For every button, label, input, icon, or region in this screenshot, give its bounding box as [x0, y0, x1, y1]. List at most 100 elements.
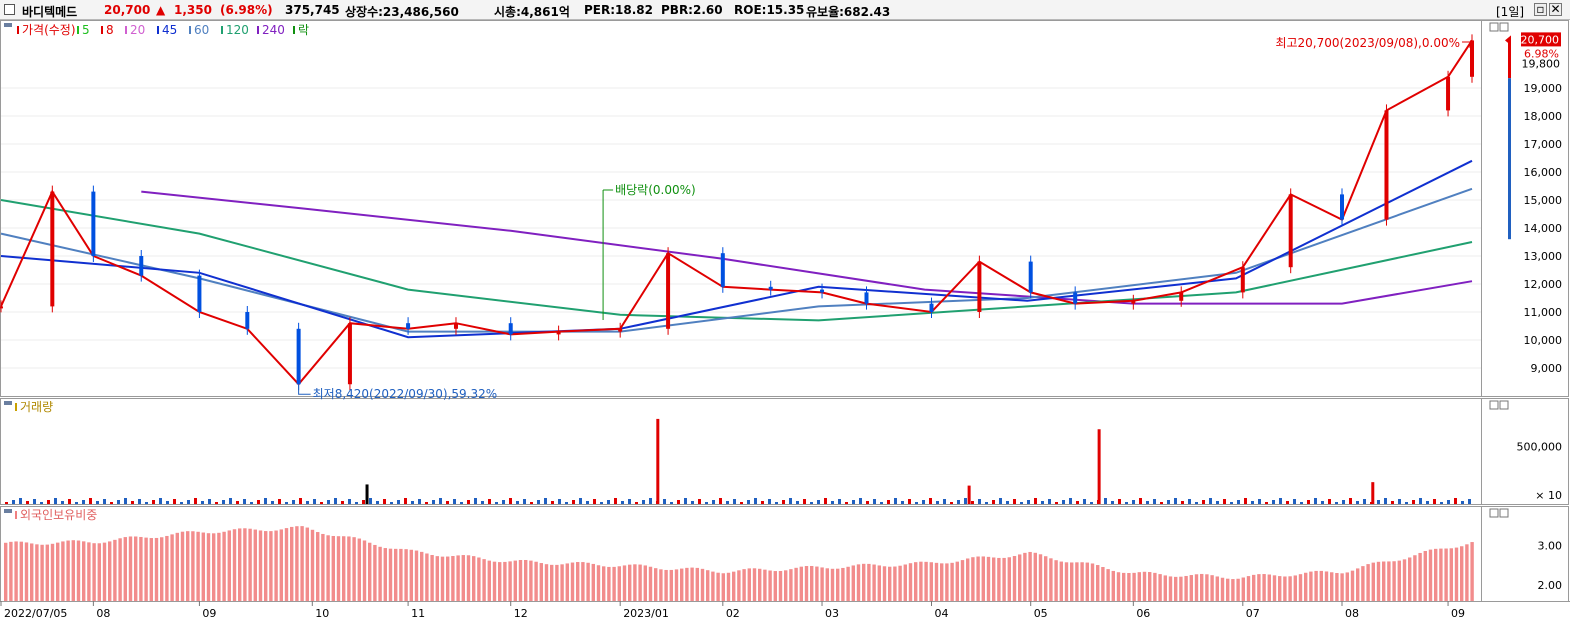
volume-bar [761, 501, 764, 504]
volume-bar [1188, 499, 1191, 504]
volume-bar [1230, 502, 1233, 504]
foreign-ratio-bar [643, 565, 647, 601]
volume-bar [908, 499, 911, 504]
volume-bar [985, 502, 988, 504]
foreign-ratio-bar [310, 529, 315, 601]
foreign-ratio-bar [66, 540, 70, 601]
volume-bar [670, 502, 673, 504]
foreign-ratio-bar [1376, 561, 1381, 601]
foreign-ratio-bar [1402, 559, 1407, 601]
price-tick-label: 13,000 [1524, 250, 1563, 263]
volume-bar [250, 502, 253, 504]
volume-bar [1146, 501, 1149, 504]
volume-bar [817, 500, 820, 504]
foreign-ratio-bar [576, 562, 580, 601]
panel-minimize-icon[interactable] [1489, 400, 1499, 410]
legend-label-5: 5 [82, 23, 90, 37]
foreign-ratio-bar [1101, 567, 1105, 601]
foreign-ratio-bar [40, 544, 44, 601]
stock-name[interactable]: 바디텍메드 [22, 5, 78, 19]
period-label[interactable]: [1일] [1496, 5, 1525, 19]
volume-bar [75, 502, 78, 504]
volume-bar [530, 502, 533, 504]
dividend-annotation: 배당락(0.00%) [615, 183, 696, 197]
candle-body [1288, 194, 1293, 268]
foreign-ratio-bar [1252, 574, 1256, 601]
foreign-ratio-bar [1090, 563, 1095, 601]
volume-bar [1006, 501, 1009, 504]
volume-bar [782, 500, 785, 504]
volume-bar [677, 500, 680, 504]
foreign-ratio-bar [867, 563, 871, 601]
panel-close-icon[interactable] [1499, 400, 1509, 410]
foreign-ratio-bar [388, 548, 393, 601]
panel-close-icon[interactable] [1499, 508, 1509, 518]
foreign-ratio-bar [737, 570, 741, 601]
legend-label-240: 240 [262, 23, 285, 37]
volume-bar [943, 499, 946, 504]
legend-marker [125, 26, 127, 34]
current-price-label: 20,700 [1521, 33, 1560, 46]
volume-bar [999, 498, 1002, 504]
foreign-ratio-bar [217, 532, 221, 601]
volume-panel [0, 398, 1569, 505]
foreign-ratio-bar [373, 544, 377, 601]
foreign-ratio-bar [513, 560, 517, 601]
candle-body [1470, 40, 1474, 77]
x-tick-label: 10 [315, 607, 329, 620]
candle-body [453, 323, 458, 329]
volume-bar [971, 501, 974, 504]
panel-minimize-icon[interactable] [1489, 22, 1499, 32]
foreign-ratio-bar [414, 550, 419, 601]
x-tick-label: 08 [96, 607, 110, 620]
foreign-ratio-bar [50, 543, 55, 601]
volume-bar [54, 498, 57, 504]
volume-bar [271, 501, 274, 504]
volume-bar [306, 501, 309, 504]
panel-handle-icon[interactable] [4, 401, 12, 405]
restore-icon[interactable]: ▫ [1534, 3, 1547, 16]
foreign-ratio-bar [1179, 576, 1183, 601]
panel-close-icon[interactable] [1499, 22, 1509, 32]
volume-bar [236, 501, 239, 504]
foreign-ratio-bar [180, 531, 185, 601]
panel-handle-icon[interactable] [4, 23, 12, 27]
foreign-ratio-bar [300, 526, 304, 601]
foreign-ratio-bar [711, 571, 715, 601]
volume-bar [334, 498, 337, 504]
foreign-ratio-bar [1236, 578, 1240, 601]
foreign-ratio-bar [212, 533, 216, 601]
foreign-ratio-bar [763, 569, 767, 601]
foreign-ratio-bar [1330, 572, 1334, 601]
foreign-ratio-bar [674, 569, 679, 601]
volume-bar [558, 499, 561, 504]
foreign-ratio-bar [1054, 560, 1058, 601]
foreign-ratio-bar [201, 532, 205, 601]
select-checkbox[interactable] [4, 4, 15, 15]
volume-bar [1153, 499, 1156, 504]
stock-chart[interactable]: 19,000 18,000 17,000 16,000 15,000 14,000 13,0… [0, 20, 1570, 629]
volume-peak-bar [1371, 482, 1375, 504]
volume-bar [621, 501, 624, 504]
foreign-ratio-bar [1080, 562, 1084, 601]
volume-bar [1223, 499, 1226, 504]
candle-body [508, 323, 513, 335]
volume-bar [1041, 501, 1044, 504]
volume-bar [586, 501, 589, 504]
foreign-ratio-bar [435, 556, 439, 601]
panel-minimize-icon[interactable] [1489, 508, 1499, 518]
volume-bar [740, 502, 743, 504]
volume-bar [453, 499, 456, 504]
close-icon[interactable]: ✕ [1549, 2, 1562, 16]
foreign-ratio-bar [1007, 557, 1011, 601]
foreign-ratio-bar [628, 564, 632, 601]
foreign-ratio-bar [352, 537, 356, 601]
volume-bar [47, 500, 50, 504]
volume-bar [152, 500, 155, 504]
volume-bar [1300, 502, 1303, 504]
volume-bar [1265, 502, 1268, 504]
volume-bar [1307, 500, 1310, 504]
panel-handle-icon[interactable] [4, 509, 12, 513]
current-price-box [1521, 32, 1561, 47]
foreign-ratio-bar [1428, 549, 1433, 601]
